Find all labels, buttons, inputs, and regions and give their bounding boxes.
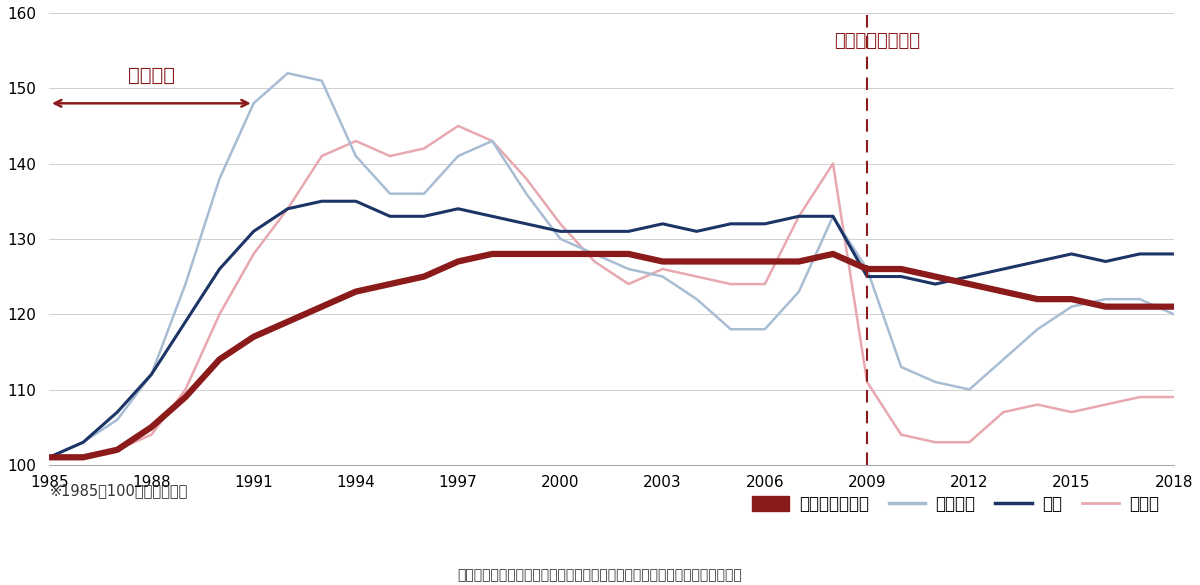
Text: ※1985＝100として指数化: ※1985＝100として指数化 — [49, 484, 187, 498]
Text: バブル期: バブル期 — [128, 66, 175, 84]
Text: リーマンショック: リーマンショック — [834, 32, 920, 50]
Text: 出典：日本銀行「企業向けサービス価格指数」、総務省「消費者物価指数」: 出典：日本銀行「企業向けサービス価格指数」、総務省「消費者物価指数」 — [457, 568, 743, 582]
Legend: 賌貸マンション, オフィス, 商業, ホテル: 賌貸マンション, オフィス, 商業, ホテル — [745, 488, 1165, 519]
